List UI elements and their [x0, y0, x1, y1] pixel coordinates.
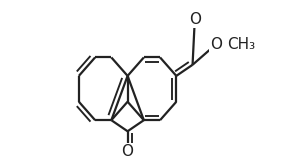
Text: O: O — [189, 12, 201, 27]
Text: O: O — [210, 37, 222, 52]
Text: CH₃: CH₃ — [227, 37, 255, 52]
Text: O: O — [122, 144, 134, 159]
